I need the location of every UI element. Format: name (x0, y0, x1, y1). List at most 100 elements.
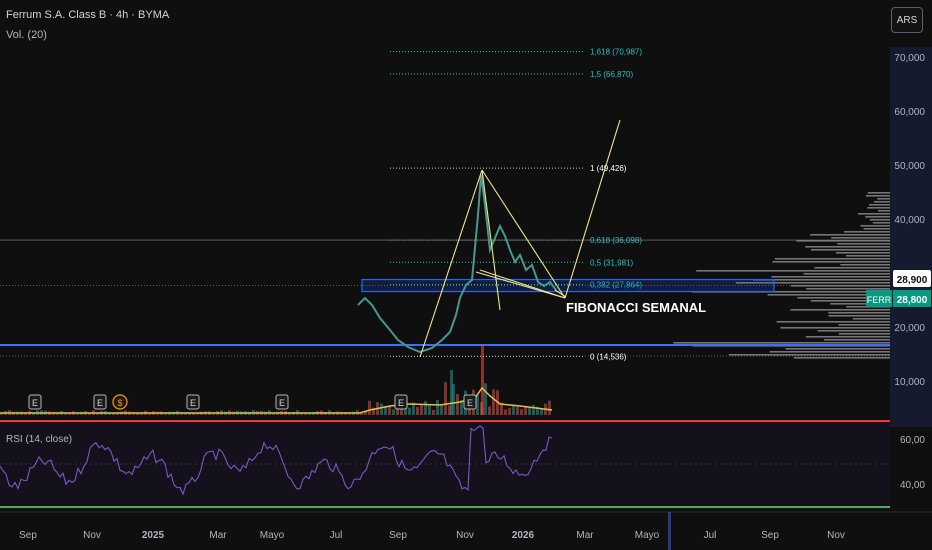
volume-profile-bar (735, 282, 890, 284)
volume-bar (272, 412, 275, 415)
volume-profile-bar (840, 264, 890, 266)
volume-indicator-label[interactable]: Vol. (20) (6, 29, 47, 41)
price-axis[interactable]: 70,00060,00050,00040,00030,00020,00010,0… (866, 53, 931, 388)
earnings-marker[interactable] (186, 394, 200, 410)
volume-bar (460, 400, 463, 415)
volume-bar (400, 407, 403, 415)
projection-line[interactable] (564, 119, 621, 299)
volume-profile-bar (796, 240, 890, 242)
volume-bar (432, 409, 435, 415)
volume-bar (468, 406, 471, 415)
ticker-tag[interactable] (866, 289, 892, 307)
earnings-marker[interactable] (463, 394, 477, 410)
volume-profile-bar (828, 312, 890, 314)
dividend-marker[interactable] (112, 394, 128, 410)
currency-button[interactable]: ARS (891, 7, 923, 33)
volume-profile-bar (696, 270, 890, 272)
earnings-marker[interactable] (394, 394, 408, 410)
rsi-line (0, 425, 553, 496)
earnings-marker[interactable] (28, 394, 42, 410)
volume-bar (450, 370, 453, 415)
volume-bar (68, 412, 71, 415)
volume-profile-bar (877, 198, 890, 200)
volume-bars (0, 345, 553, 415)
volume-profile-bar (810, 234, 890, 236)
price-tick-label: 10,000 (894, 377, 925, 388)
pattern-leg-down[interactable] (481, 169, 501, 311)
time-tick-label: Sep (19, 530, 37, 541)
volume-profile-bar (873, 201, 890, 203)
volume-profile-bar (858, 213, 890, 215)
fibonacci-levels[interactable]: 1,618 (70,987) 1,5 (66,870) 1 (49,426) 0,61… (0, 48, 890, 362)
volume-profile-bar (867, 192, 890, 194)
time-tick-label: 2025 (142, 530, 165, 541)
volume-profile-bar (752, 279, 890, 281)
volume-profile-bar (769, 351, 890, 353)
volume-profile-bar (863, 228, 890, 230)
rsi-indicator-label[interactable]: RSI (14, close) (6, 434, 73, 445)
pattern-drawing[interactable] (419, 119, 621, 358)
volume-profile-bar (835, 252, 890, 254)
volume-bar (456, 394, 459, 415)
volume-bar (548, 400, 551, 415)
volume-bar (452, 384, 455, 415)
time-tick-label: Jul (330, 530, 343, 541)
current-price-tag[interactable] (893, 269, 931, 287)
volume-bar (528, 407, 531, 415)
earnings-marker[interactable] (93, 394, 107, 410)
volume-profile-bar (793, 357, 890, 359)
volume-bar (520, 409, 523, 415)
volume-bar (488, 406, 491, 415)
volume-bar (532, 404, 535, 415)
volume-profile-bar (867, 207, 890, 209)
volume-profile-bar (817, 330, 890, 332)
volume-bar (428, 404, 431, 415)
volume-profile-bar (673, 342, 890, 344)
volume-bar (188, 412, 191, 415)
rsi-series-line (0, 425, 553, 496)
volume-profile-bar (790, 309, 890, 311)
rsi-tick-label: 40,00 (900, 480, 925, 491)
volume-bar (408, 407, 411, 415)
time-tick-label: Jul (704, 530, 717, 541)
rsi-tick-label: 60,00 (900, 435, 925, 446)
volume-bar (88, 412, 91, 415)
time-axis[interactable]: Sep Nov 2025 Mar Mayo Jul Sep Nov 2026 Mar Mayo Jul… (0, 511, 932, 550)
volume-bar (0, 412, 3, 415)
volume-bar (481, 345, 484, 415)
time-tick-label: Sep (761, 530, 779, 541)
dividend-marker-label: $ (117, 398, 122, 408)
pattern-line[interactable] (554, 289, 567, 298)
volume-bar (412, 402, 415, 415)
earnings-marker[interactable] (275, 394, 289, 410)
fib-level-label: 0,5 (31,981) (590, 258, 633, 267)
time-tick-label: Nov (456, 530, 474, 541)
volume-profile-bar (806, 288, 890, 290)
volume-bar (536, 406, 539, 415)
volume-profile-bar (830, 303, 890, 305)
earnings-marker-label: E (398, 398, 404, 408)
volume-profile-bar (785, 348, 890, 350)
fib-level-label: 1,618 (70,987) (590, 48, 642, 57)
time-tick-label: Nov (83, 530, 101, 541)
price-tick-label: 40,000 (894, 215, 925, 226)
volume-bar (484, 383, 487, 415)
volume-profile-bar (869, 219, 890, 221)
volume-bar (424, 401, 427, 415)
wedge-upper-line[interactable] (481, 169, 566, 299)
volume-profile-bar (780, 327, 890, 329)
rsi-pane-background (0, 420, 890, 510)
ticker-price-tag[interactable] (893, 289, 931, 307)
pattern-leg-up[interactable] (419, 169, 483, 358)
volume-profile-bar (728, 354, 890, 356)
volume-bar (364, 410, 367, 415)
fib-level-label: 1 (49,426) (590, 164, 627, 173)
chart-title[interactable]: Ferrum S.A. Class B · 4h · BYMA (6, 9, 170, 21)
volume-profile-bar (823, 339, 890, 341)
volume-bar (196, 412, 199, 415)
wedge-lower-line[interactable] (475, 271, 566, 299)
volume-bar (524, 407, 527, 415)
volume-bar (372, 407, 375, 415)
volume-bar (476, 394, 479, 415)
